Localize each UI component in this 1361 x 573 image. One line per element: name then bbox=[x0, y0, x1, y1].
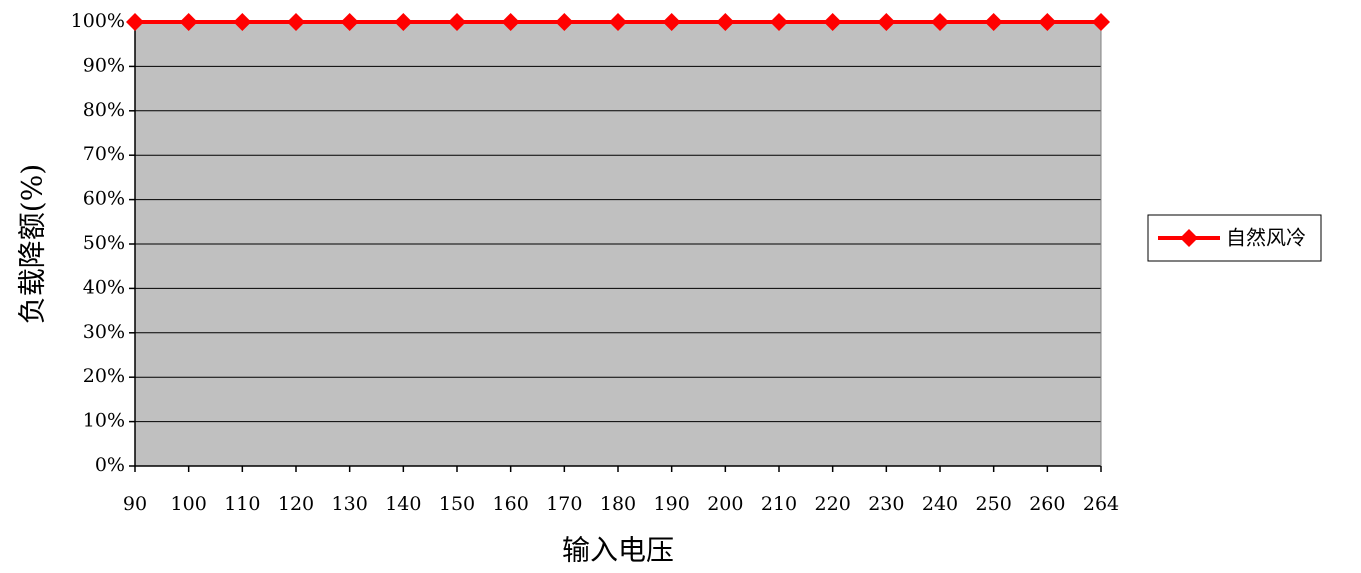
data-point-diamond bbox=[931, 13, 949, 31]
x-tick-label: 150 bbox=[439, 493, 475, 515]
y-tick-label: 70% bbox=[83, 143, 125, 165]
y-tick-label: 40% bbox=[83, 276, 125, 298]
x-tick-label: 190 bbox=[654, 493, 690, 515]
y-tick-label: 100% bbox=[71, 10, 125, 32]
x-tick-label: 210 bbox=[761, 493, 797, 515]
data-point-diamond bbox=[287, 13, 305, 31]
y-tick-label: 30% bbox=[83, 321, 125, 343]
x-tick-label: 100 bbox=[171, 493, 207, 515]
data-point-diamond bbox=[448, 13, 466, 31]
x-tick-label: 200 bbox=[707, 493, 743, 515]
x-tick-label: 264 bbox=[1083, 493, 1119, 515]
x-tick-label: 140 bbox=[385, 493, 421, 515]
data-point-diamond bbox=[394, 13, 413, 31]
x-tick-label: 110 bbox=[224, 493, 260, 515]
x-tick-label: 90 bbox=[123, 493, 147, 515]
legend-marker-diamond bbox=[1180, 229, 1198, 247]
y-ticks: 0% 10% 20% 30% 40% 50% 60% 70% 80% 90% 100% bbox=[71, 10, 135, 476]
legend-label: 自然风冷 bbox=[1226, 226, 1306, 250]
y-axis-title: 负载降额(%) bbox=[16, 164, 49, 324]
x-tick-label: 120 bbox=[278, 493, 314, 515]
y-tick-label: 0% bbox=[95, 454, 125, 476]
data-point-diamond bbox=[1038, 13, 1057, 31]
x-tick-label: 130 bbox=[332, 493, 368, 515]
x-tick-label: 240 bbox=[922, 493, 958, 515]
y-tick-label: 10% bbox=[83, 410, 125, 432]
data-point-diamond bbox=[501, 13, 520, 31]
x-tick-label: 220 bbox=[815, 493, 851, 515]
data-point-diamond bbox=[179, 13, 198, 31]
data-point-diamond bbox=[126, 13, 144, 31]
data-point-diamond bbox=[823, 13, 842, 31]
x-tick-label: 260 bbox=[1029, 493, 1065, 515]
y-tick-label: 90% bbox=[83, 54, 125, 76]
data-point-diamond bbox=[1092, 13, 1110, 31]
legend: 自然风冷 bbox=[1147, 214, 1322, 262]
data-point-diamond bbox=[770, 13, 788, 31]
data-point-diamond bbox=[984, 13, 1003, 31]
y-tick-label: 50% bbox=[83, 232, 125, 254]
x-tick-label: 230 bbox=[868, 493, 904, 515]
data-point-diamond bbox=[555, 13, 574, 31]
series-layer bbox=[126, 13, 1110, 31]
data-point-diamond bbox=[233, 13, 252, 31]
y-tick-label: 20% bbox=[83, 365, 125, 387]
data-point-diamond bbox=[340, 13, 359, 31]
x-tick-label: 170 bbox=[546, 493, 582, 515]
y-tick-label: 80% bbox=[83, 99, 125, 121]
x-axis-title: 输入电压 bbox=[562, 534, 674, 567]
x-tick-label: 160 bbox=[493, 493, 529, 515]
x-tick-label: 180 bbox=[600, 493, 636, 515]
x-ticks: 90 100 110 120 130 140 150 160 170 180 190 200 210 22… bbox=[123, 466, 1119, 515]
data-point-diamond bbox=[662, 13, 681, 31]
y-tick-label: 60% bbox=[83, 188, 125, 210]
data-point-diamond bbox=[609, 13, 627, 31]
x-tick-label: 250 bbox=[976, 493, 1012, 515]
data-point-diamond bbox=[716, 13, 735, 31]
data-point-diamond bbox=[877, 13, 896, 31]
